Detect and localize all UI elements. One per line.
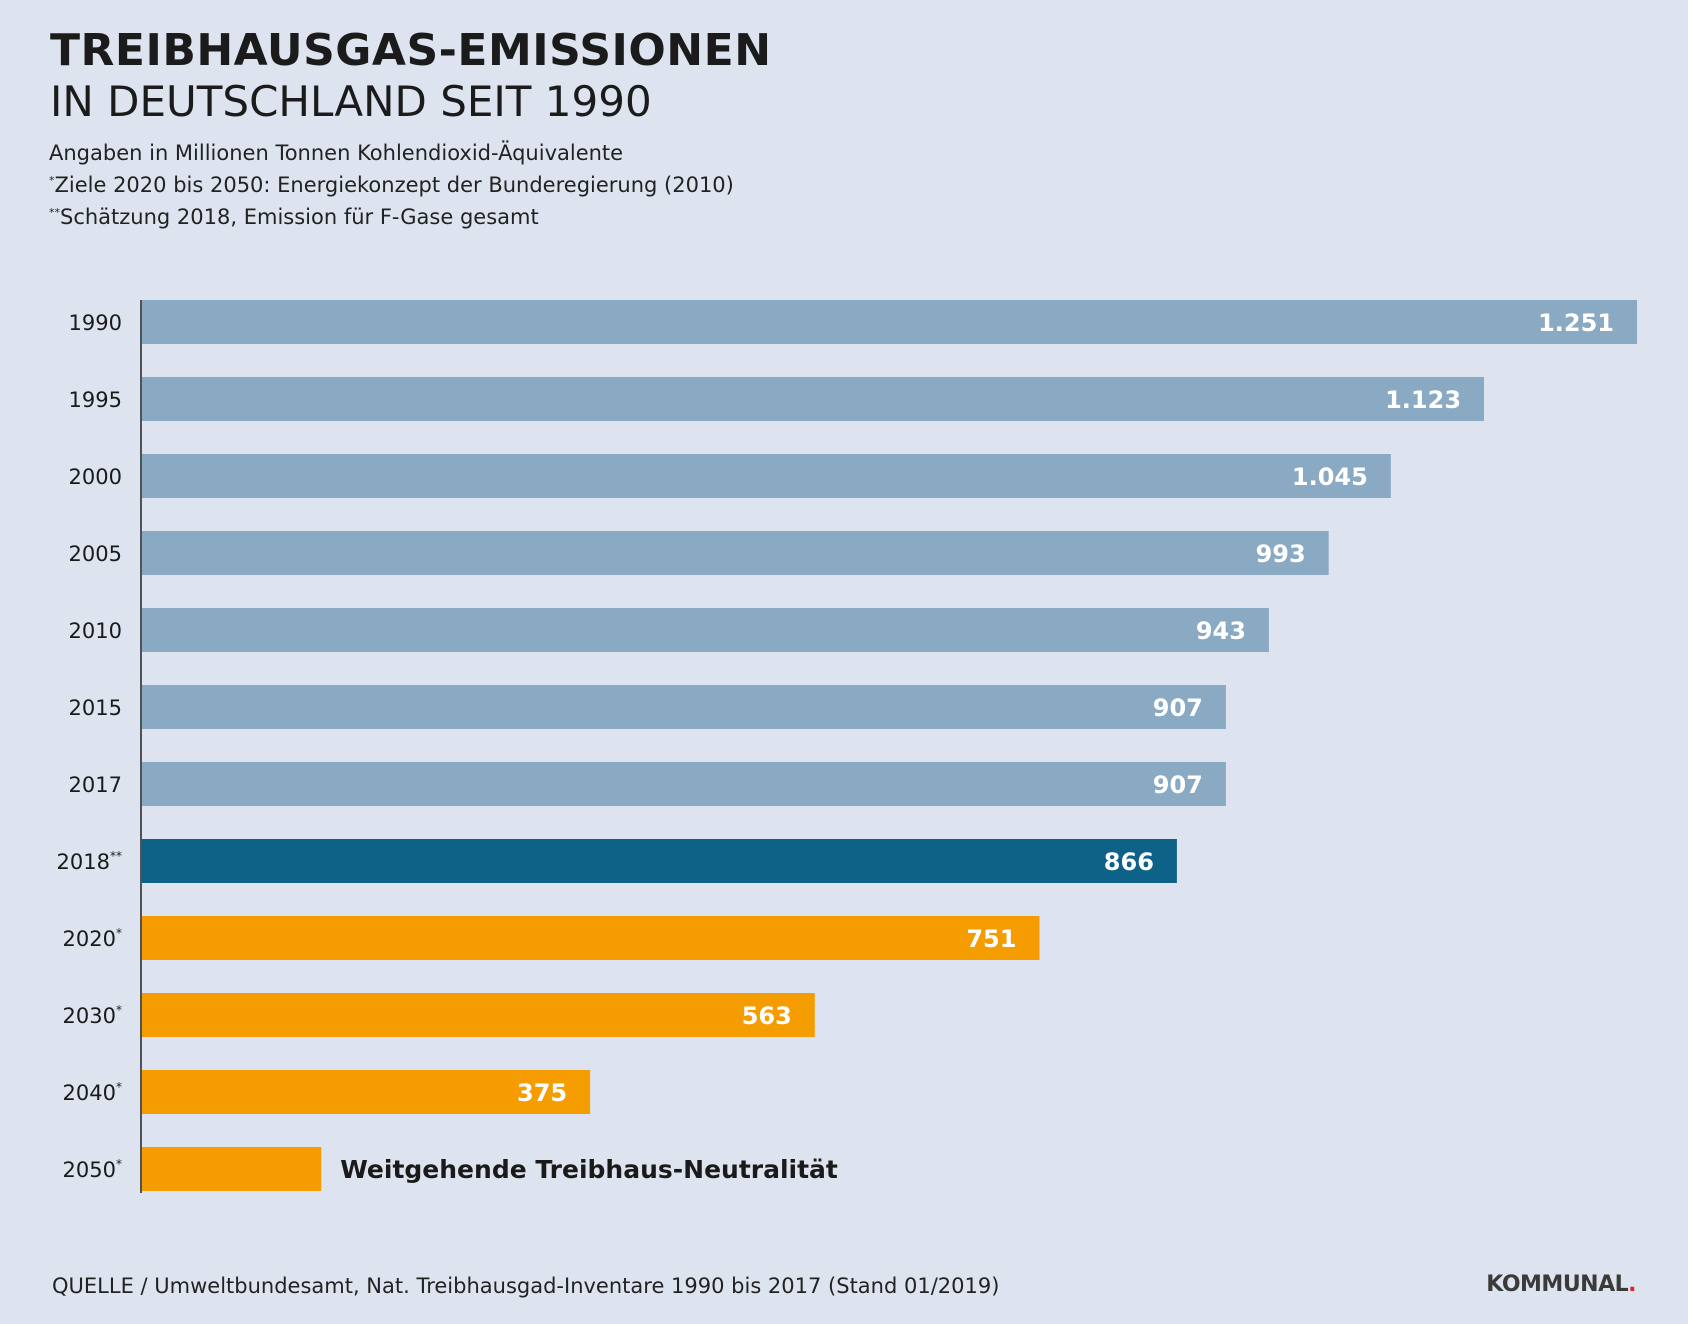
bar-2010 — [142, 608, 1269, 652]
tick-label-2040: 2040* — [63, 1080, 122, 1105]
note-targets-text: Ziele 2020 bis 2050: Energiekonzept der … — [54, 173, 734, 197]
tick-label-2010: 2010 — [69, 619, 122, 643]
bar-2005 — [142, 531, 1329, 575]
data-label-1990: 1.251 — [1538, 309, 1614, 337]
bar-2030 — [142, 993, 815, 1037]
tick-label-2018: 2018** — [57, 849, 122, 874]
data-label-2015: 907 — [1153, 694, 1203, 722]
data-label-2010: 943 — [1196, 617, 1246, 645]
data-label-2018: 866 — [1104, 848, 1154, 876]
bar-2040 — [142, 1070, 591, 1114]
data-label-2020: 751 — [966, 925, 1016, 953]
tick-label-2020: 2020* — [63, 926, 122, 951]
data-label-2005: 993 — [1256, 540, 1306, 568]
bar-2018 — [142, 839, 1177, 883]
brand-name: KOMMUNAL — [1486, 1272, 1629, 1297]
note-estimate-marker: ** — [49, 206, 60, 219]
note-estimate: **Schätzung 2018, Emission für F-Gase ge… — [49, 199, 734, 231]
source-label: QUELLE — [52, 1274, 134, 1298]
bar-2050 — [142, 1147, 322, 1191]
note-targets-marker: * — [49, 174, 55, 187]
data-label-2000: 1.045 — [1292, 463, 1368, 491]
tick-label-2000: 2000 — [69, 465, 122, 489]
bar-2020 — [142, 916, 1040, 960]
data-label-2017: 907 — [1153, 771, 1203, 799]
tick-label-2050: 2050* — [63, 1157, 122, 1182]
chart-title: TREIBHAUSGAS-EMISSIONEN — [50, 25, 772, 76]
bar-1990 — [142, 300, 1637, 344]
brand-logo: KOMMUNAL. — [1486, 1272, 1636, 1297]
data-label-2040: 375 — [517, 1079, 567, 1107]
source-line: QUELLE / Umweltbundesamt, Nat. Treibhaus… — [52, 1274, 999, 1298]
tick-label-1995: 1995 — [69, 388, 122, 412]
tick-label-2015: 2015 — [69, 696, 122, 720]
tick-label-2005: 2005 — [69, 542, 122, 566]
tick-label-2017: 2017 — [69, 773, 122, 797]
bar-1995 — [142, 377, 1485, 421]
bar-2015 — [142, 685, 1226, 729]
note-estimate-text: Schätzung 2018, Emission für F-Gase gesa… — [60, 205, 539, 229]
brand-dot: . — [1628, 1272, 1636, 1297]
bar-2017 — [142, 762, 1226, 806]
chart-subtitle: IN DEUTSCHLAND SEIT 1990 — [50, 77, 652, 126]
notes: Angaben in Millionen Tonnen Kohlendioxid… — [49, 140, 734, 231]
bar-2000 — [142, 454, 1391, 498]
note-targets: *Ziele 2020 bis 2050: Energiekonzept der… — [49, 167, 734, 199]
note-units: Angaben in Millionen Tonnen Kohlendioxid… — [49, 141, 624, 165]
tick-label-2030: 2030* — [63, 1003, 122, 1028]
data-label-2030: 563 — [742, 1002, 792, 1030]
tick-label-1990: 1990 — [69, 311, 122, 335]
source-text: / Umweltbundesamt, Nat. Treibhausgad-Inv… — [133, 1274, 1000, 1298]
annotation-2050: Weitgehende Treibhaus-Neutralität — [340, 1155, 838, 1184]
data-label-1995: 1.123 — [1385, 386, 1461, 414]
